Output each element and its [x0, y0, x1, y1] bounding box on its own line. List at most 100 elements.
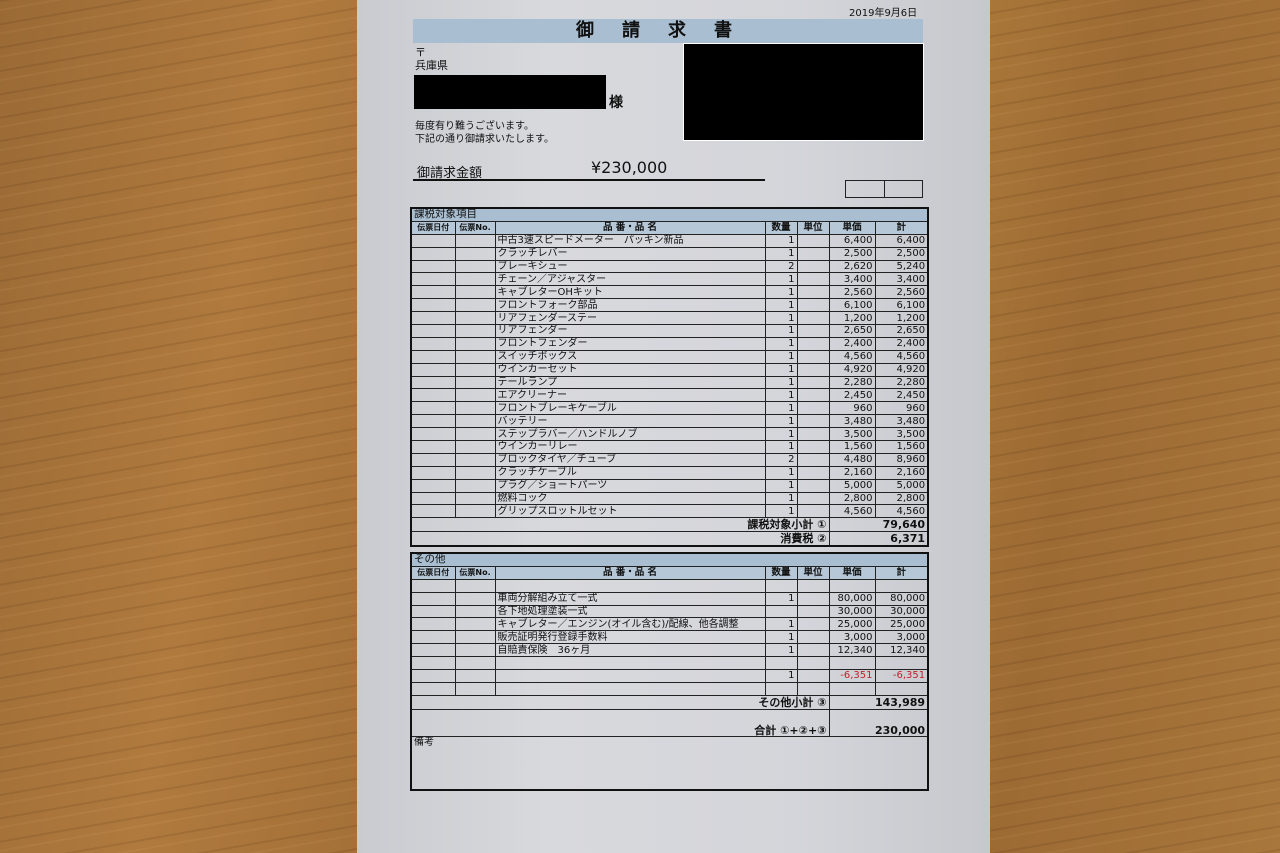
table-row: エアクリーナー 1 2,450 2,450: [410, 388, 929, 403]
honorific: 様: [609, 95, 623, 111]
table-row: ステップラバー／ハンドルノブ 1 3,500 3,500: [410, 427, 929, 442]
unit-price: 4,560: [828, 349, 876, 364]
slip-no-cell: [454, 427, 496, 442]
slip-date-cell: [410, 465, 456, 480]
column-header: 計: [874, 220, 929, 235]
slip-no-cell: [454, 440, 496, 454]
unit: [796, 578, 830, 593]
quantity: 1: [764, 591, 798, 606]
slip-date-cell: [410, 272, 456, 287]
line-total: 8,960: [874, 452, 929, 467]
column-header: 伝票No.: [454, 565, 496, 580]
line-total: 5,240: [874, 259, 929, 274]
stamp-boxes: [845, 180, 923, 198]
unit-price: 2,500: [828, 246, 876, 261]
taxable-subtotal: 課税対象小計 ① 79,640: [410, 517, 929, 533]
quantity: 2: [764, 259, 798, 274]
line-total: 3,000: [874, 630, 929, 645]
slip-no-cell: [454, 491, 496, 506]
line-total: 3,500: [874, 427, 929, 442]
item-name: 各下地処理塗装一式: [494, 604, 766, 619]
section-header-row: その他: [410, 552, 929, 567]
invoice-title: 御請求書: [413, 19, 923, 43]
item-name: フロントブレーキケーブル: [494, 401, 766, 416]
slip-no-cell: [454, 233, 496, 248]
item-name: 中古3速スピードメーター パッキン新品: [494, 233, 766, 248]
table-row: [410, 578, 929, 593]
remarks-row: 備考: [410, 735, 929, 791]
slip-date-cell: [410, 578, 456, 593]
unit: [796, 246, 830, 261]
table-row: 自賠責保険 36ヶ月 1 12,340 12,340: [410, 643, 929, 658]
slip-date-cell: [410, 491, 456, 506]
table-row: テールランプ 1 2,280 2,280: [410, 375, 929, 390]
unit-price: 30,000: [828, 604, 876, 619]
item-name: リアフェンダーステー: [494, 311, 766, 326]
item-name: クラッチケーブル: [494, 465, 766, 480]
slip-date-cell: [410, 375, 456, 390]
table-row: 燃料コック 1 2,800 2,800: [410, 491, 929, 506]
taxable-subtotal-value: 79,640: [828, 517, 929, 533]
section-header-row: 課税対象項目: [410, 207, 929, 222]
table-row: バッテリー 1 3,480 3,480: [410, 414, 929, 429]
unit: [796, 298, 830, 313]
item-name: [494, 681, 766, 696]
line-total: 2,160: [874, 465, 929, 480]
item-name: リアフェンダー: [494, 324, 766, 338]
slip-no-cell: [454, 617, 496, 632]
unit-price: 12,340: [828, 643, 876, 658]
item-name: プラグ／ショートパーツ: [494, 478, 766, 493]
table-row: フロントブレーキケーブル 1 960 960: [410, 401, 929, 416]
unit: [796, 504, 830, 519]
line-total: 30,000: [874, 604, 929, 619]
item-name: ブレーキシュー: [494, 259, 766, 274]
item-name: 販売証明発行登録手数料: [494, 630, 766, 645]
line-total: 2,800: [874, 491, 929, 506]
slip-date-cell: [410, 285, 456, 300]
slip-date-cell: [410, 311, 456, 326]
slip-no-cell: [454, 414, 496, 429]
item-name: クラッチレバー: [494, 246, 766, 261]
item-name: グリップスロットルセット: [494, 504, 766, 519]
amount-label: 御請求金額: [417, 166, 483, 181]
unit-price: 4,480: [828, 452, 876, 467]
item-name: ウインカーセット: [494, 362, 766, 377]
line-total: 2,650: [874, 324, 929, 338]
invoice-paper: 2019年9月6日 御請求書 〒 兵庫県 様 毎度有り難うございます。 下記の通…: [357, 0, 990, 853]
quantity: 1: [764, 336, 798, 351]
unit: [796, 669, 830, 683]
slip-date-cell: [410, 401, 456, 416]
quantity: 1: [764, 311, 798, 326]
unit-price: 6,400: [828, 233, 876, 248]
slip-no-cell: [454, 311, 496, 326]
table-row: [410, 681, 929, 696]
unit: [796, 272, 830, 287]
quantity: 2: [764, 452, 798, 467]
postal-mark: 〒: [415, 46, 426, 59]
table-row: ブロックタイヤ／チューブ 2 4,480 8,960: [410, 452, 929, 467]
table-row: [410, 656, 929, 671]
line-total: [874, 656, 929, 671]
line-total: 1,560: [874, 440, 929, 454]
unit-price: 2,560: [828, 285, 876, 300]
column-header: 伝票日付: [410, 565, 456, 580]
column-header: 単位: [796, 565, 830, 580]
column-header: 計: [874, 565, 929, 580]
column-header: 単価: [828, 220, 876, 235]
item-name: 燃料コック: [494, 491, 766, 506]
quantity: 1: [764, 233, 798, 248]
unit: [796, 630, 830, 645]
slip-no-cell: [454, 285, 496, 300]
line-total: 3,480: [874, 414, 929, 429]
table-row: フロントフェンダー 1 2,400 2,400: [410, 336, 929, 351]
line-total: [874, 681, 929, 696]
quantity: 1: [764, 440, 798, 454]
slip-no-cell: [454, 452, 496, 467]
unit: [796, 465, 830, 480]
table-row: クラッチケーブル 1 2,160 2,160: [410, 465, 929, 480]
unit-price: 1,560: [828, 440, 876, 454]
slip-date-cell: [410, 630, 456, 645]
quantity: 1: [764, 478, 798, 493]
table-row: 販売証明発行登録手数料 1 3,000 3,000: [410, 630, 929, 645]
slip-date-cell: [410, 591, 456, 606]
